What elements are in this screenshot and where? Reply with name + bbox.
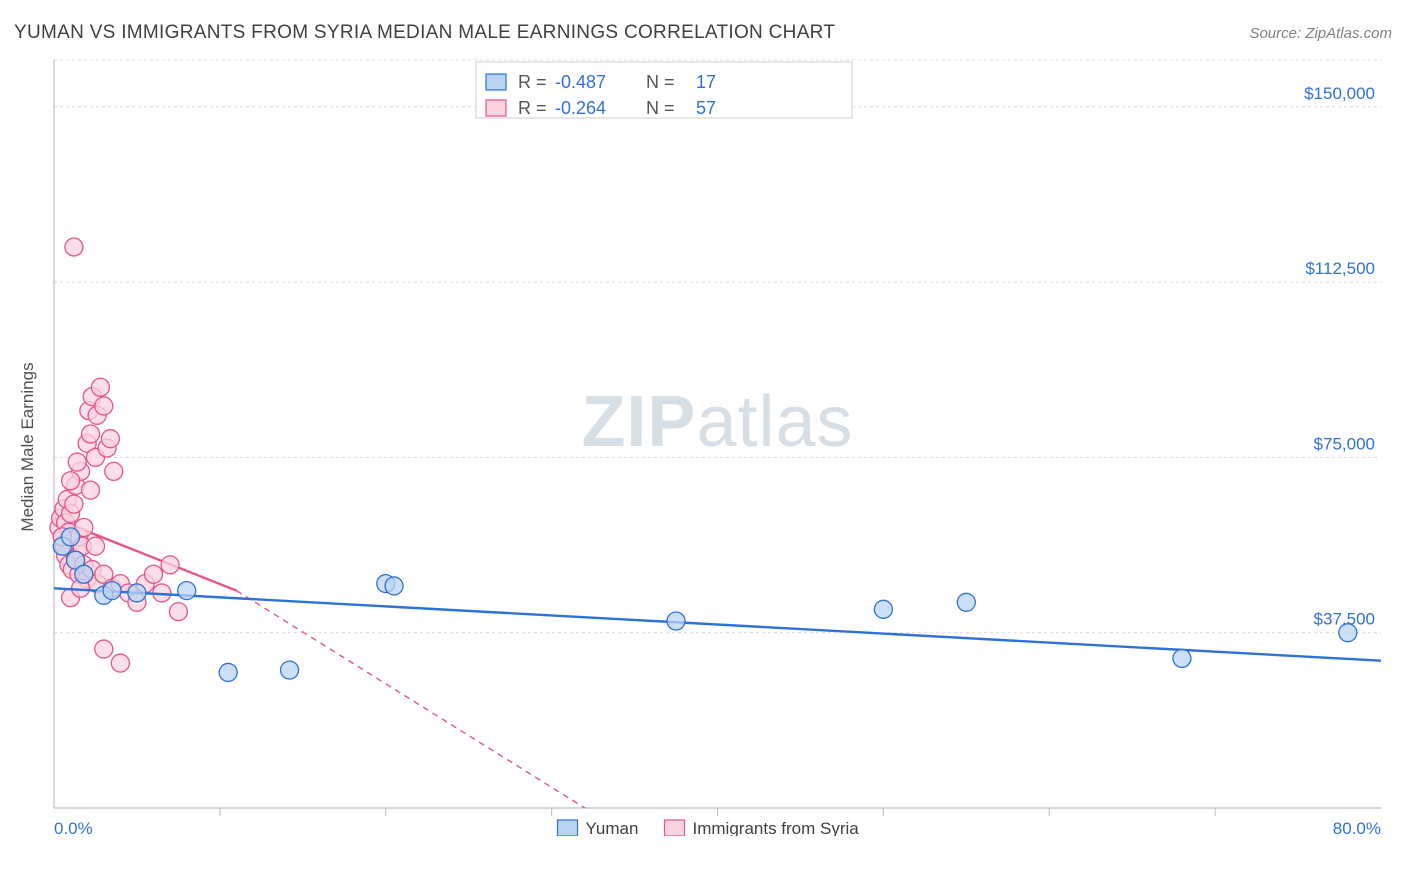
stats-r-label: R =	[518, 98, 547, 118]
stats-r-label: R =	[518, 72, 547, 92]
y-grid-label: $112,500	[1305, 259, 1375, 278]
point-syria	[81, 481, 99, 499]
stats-swatch-yuman	[486, 74, 506, 90]
point-syria	[65, 238, 83, 256]
point-yuman	[128, 584, 146, 602]
scatter-chart: $37,500$75,000$112,500$150,000ZIPatlas0.…	[46, 58, 1391, 836]
point-syria	[95, 640, 113, 658]
point-yuman	[1173, 649, 1191, 667]
stats-swatch-syria	[486, 100, 506, 116]
point-syria	[145, 565, 163, 583]
stats-r-yuman: -0.487	[555, 72, 606, 92]
watermark: ZIPatlas	[581, 382, 853, 462]
point-syria	[86, 537, 104, 555]
point-yuman	[957, 593, 975, 611]
point-syria	[161, 556, 179, 574]
point-syria	[105, 462, 123, 480]
point-yuman	[103, 582, 121, 600]
y-grid-label: $150,000	[1304, 84, 1375, 103]
point-yuman	[219, 663, 237, 681]
point-yuman	[281, 661, 299, 679]
x-max-label: 80.0%	[1333, 819, 1381, 836]
plot-area: Median Male Earnings $37,500$75,000$112,…	[46, 58, 1391, 836]
stats-n-label: N =	[646, 98, 675, 118]
trend-ext-syria	[236, 591, 584, 808]
point-syria	[91, 378, 109, 396]
legend-label-syria: Immigrants from Syria	[693, 819, 860, 836]
legend-swatch-yuman	[558, 820, 578, 836]
point-yuman	[75, 565, 93, 583]
point-yuman	[62, 528, 80, 546]
point-syria	[62, 472, 80, 490]
point-yuman	[178, 582, 196, 600]
stats-n-syria: 57	[696, 98, 716, 118]
point-syria	[101, 430, 119, 448]
legend-swatch-syria	[665, 820, 685, 836]
stats-n-label: N =	[646, 72, 675, 92]
point-syria	[95, 397, 113, 415]
stats-n-yuman: 17	[696, 72, 716, 92]
point-syria	[169, 603, 187, 621]
point-syria	[111, 654, 129, 672]
y-grid-label: $75,000	[1314, 434, 1375, 453]
point-yuman	[667, 612, 685, 630]
point-syria	[68, 453, 86, 471]
point-yuman	[385, 577, 403, 595]
point-syria	[65, 495, 83, 513]
chart-title: YUMAN VS IMMIGRANTS FROM SYRIA MEDIAN MA…	[14, 22, 835, 44]
stats-r-syria: -0.264	[555, 98, 606, 118]
legend-label-yuman: Yuman	[586, 819, 639, 836]
point-syria	[81, 425, 99, 443]
point-yuman	[1339, 624, 1357, 642]
y-axis-label: Median Male Earnings	[18, 362, 38, 531]
x-min-label: 0.0%	[54, 819, 93, 836]
source-credit: Source: ZipAtlas.com	[1249, 25, 1392, 42]
point-yuman	[874, 600, 892, 618]
